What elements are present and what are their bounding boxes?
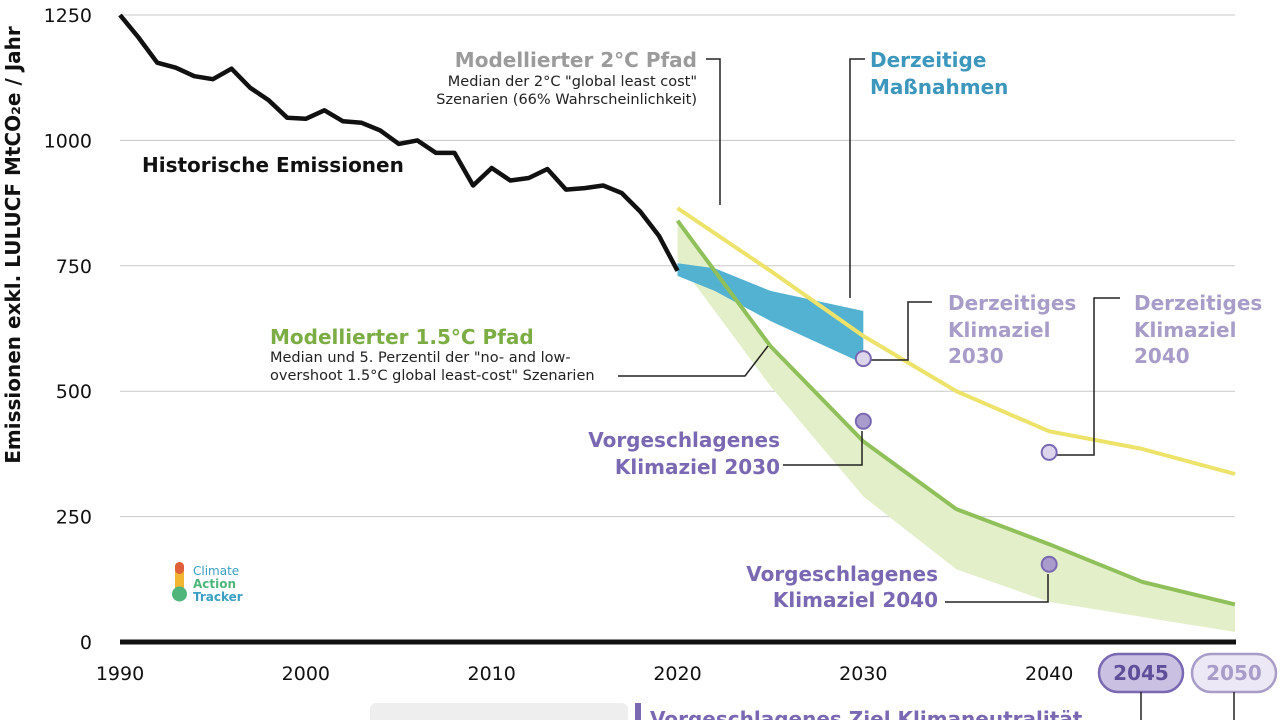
- label-proposed-2030-1: Vorgeschlagenes: [588, 428, 780, 452]
- path-1-5c-line: [675, 219, 1236, 607]
- label-historic-emissions: Historische Emissionen: [142, 153, 404, 177]
- leader-2c: [706, 58, 721, 205]
- label-2c-title: Modellierter 2°C Pfad: [455, 48, 697, 72]
- path-2c-line: [676, 206, 1236, 476]
- x-ticks: 1990 2000 2010 2020 2030 2040: [96, 663, 1074, 685]
- bottom-grey-box: [370, 703, 628, 724]
- point-proposed-2030: [854, 412, 872, 430]
- x-tick-2030: 2030: [839, 663, 887, 685]
- label-proposed-2030-2: Klimaziel 2030: [615, 455, 780, 479]
- label-current-2030-3: 2030: [948, 344, 1004, 368]
- label-2c-desc-1: Median der 2°C "global least cost": [448, 74, 697, 90]
- x-tick-2020: 2020: [653, 663, 701, 685]
- annotation-leaders: [618, 58, 1120, 603]
- band-current-measures: [677, 263, 864, 364]
- logo-thermometer-top: [175, 562, 184, 574]
- annotations: Historische Emissionen Modellierter 2°C P…: [142, 48, 1262, 612]
- y-tick-250: 250: [56, 507, 92, 529]
- logo-thermometer-bulb: [172, 586, 187, 602]
- series-lines: [118, 13, 1236, 607]
- bottom-purple-bar: [635, 703, 641, 724]
- y-tick-0: 0: [80, 632, 92, 654]
- x-tick-1990: 1990: [96, 663, 144, 685]
- leader-current-2030: [868, 301, 932, 361]
- y-axis-label-group: Emissionen exkl. LULUCF MtCO₂e / Jahr: [1, 26, 25, 464]
- point-proposed-2040: [1040, 555, 1058, 573]
- logo-text-2: Action: [193, 577, 236, 591]
- label-proposed-2040-2: Klimaziel 2040: [773, 588, 938, 612]
- leader-proposed-2040: [945, 574, 1049, 603]
- leader-current-2040: [1054, 297, 1120, 456]
- label-current-2040-1: Derzeitiges: [1134, 291, 1262, 315]
- badge-2045-label: 2045: [1113, 661, 1169, 685]
- y-tick-1250: 1250: [44, 5, 92, 27]
- label-1-5c-title: Modellierter 1.5°C Pfad: [270, 325, 534, 349]
- label-current-2030-1: Derzeitiges: [948, 291, 1076, 315]
- leader-proposed-2030: [783, 431, 863, 466]
- logo-text-1: Climate: [193, 564, 239, 578]
- x-tick-2000: 2000: [282, 663, 330, 685]
- label-measures-1: Derzeitige: [870, 48, 986, 72]
- year-badges: 2045 2050: [1097, 652, 1278, 720]
- label-current-2030-2: Klimaziel: [948, 318, 1050, 342]
- point-current-2030: [854, 350, 872, 368]
- y-axis-label: Emissionen exkl. LULUCF MtCO₂e / Jahr: [1, 26, 25, 464]
- y-ticks: 0 250 500 750 1000 1250: [44, 5, 92, 654]
- point-current-2040: [1040, 443, 1058, 461]
- badge-2050-label: 2050: [1206, 661, 1262, 685]
- label-1-5c-desc-1: Median und 5. Perzentil der "no- and low…: [270, 350, 571, 366]
- label-measures-2: Maßnahmen: [870, 75, 1008, 99]
- x-tick-2010: 2010: [467, 663, 515, 685]
- label-1-5c-desc-2: overshoot 1.5°C global least-cost" Szena…: [270, 368, 595, 384]
- label-current-2040-3: 2040: [1134, 344, 1190, 368]
- target-points: [854, 350, 1058, 573]
- leader-current-measures: [849, 58, 865, 298]
- bottom-strip: Vorgeschlagenes Ziel Klimaneutralität: [370, 703, 1083, 724]
- y-tick-1000: 1000: [44, 130, 92, 152]
- label-current-2040-2: Klimaziel: [1134, 318, 1236, 342]
- y-tick-750: 750: [56, 256, 92, 278]
- historic-emissions-line: [118, 13, 680, 272]
- label-2c-desc-2: Szenarien (66% Wahrscheinlichkeit): [436, 92, 697, 108]
- leader-1-5c: [618, 345, 769, 377]
- label-proposed-2040-1: Vorgeschlagenes: [746, 562, 938, 586]
- y-tick-500: 500: [56, 381, 92, 403]
- bottom-partial-label: Vorgeschlagenes Ziel Klimaneutralität: [650, 707, 1083, 720]
- logo-text-3: Tracker: [193, 590, 243, 604]
- x-tick-2040: 2040: [1025, 663, 1073, 685]
